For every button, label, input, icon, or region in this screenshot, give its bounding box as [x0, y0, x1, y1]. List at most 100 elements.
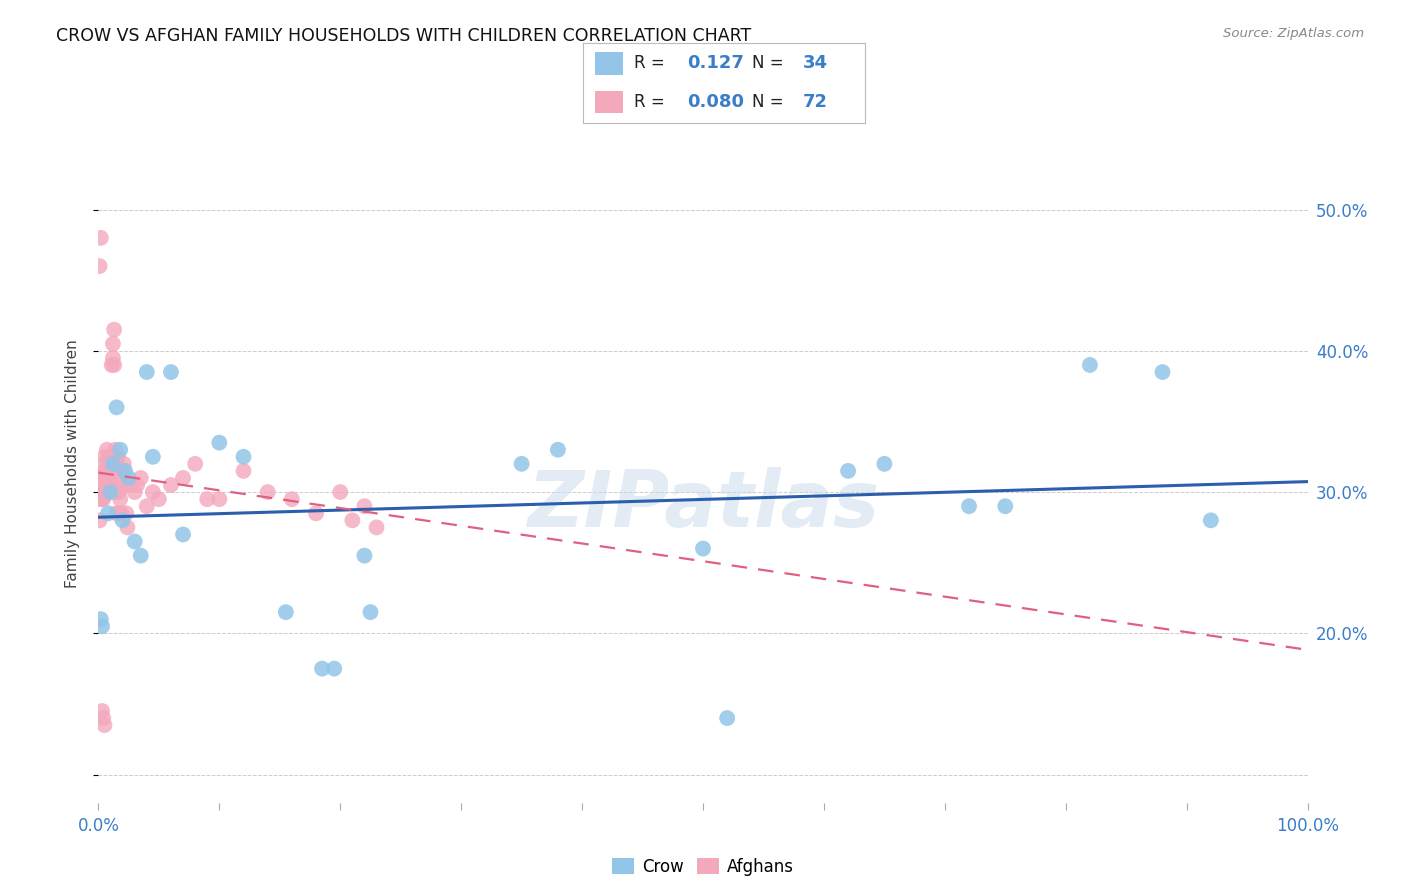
Point — [98, 457, 121, 471]
Point — [91, 478, 114, 492]
Text: R =: R = — [634, 93, 665, 111]
Point — [101, 457, 124, 471]
Point — [105, 485, 128, 500]
Point — [93, 464, 115, 478]
Point — [93, 718, 115, 732]
Point — [108, 485, 131, 500]
Point — [100, 358, 122, 372]
Point — [148, 492, 170, 507]
Text: CROW VS AFGHAN FAMILY HOUSEHOLDS WITH CHILDREN CORRELATION CHART: CROW VS AFGHAN FAMILY HOUSEHOLDS WITH CH… — [56, 27, 751, 45]
Point — [366, 520, 388, 534]
Point — [97, 450, 120, 464]
Point — [957, 500, 980, 514]
Point — [124, 485, 146, 500]
Text: ZIPatlas: ZIPatlas — [527, 467, 879, 542]
Point — [89, 513, 111, 527]
Point — [91, 711, 114, 725]
Point — [118, 471, 141, 485]
Point — [90, 231, 112, 245]
Point — [142, 450, 165, 464]
Point — [323, 662, 346, 676]
Point — [90, 612, 112, 626]
Point — [97, 471, 120, 485]
Point — [311, 662, 333, 676]
Y-axis label: Family Households with Children: Family Households with Children — [65, 340, 80, 588]
Point — [129, 471, 152, 485]
Point — [994, 500, 1017, 514]
Point — [127, 478, 149, 492]
Point — [100, 485, 122, 500]
Point — [160, 365, 183, 379]
Point — [142, 485, 165, 500]
Point — [101, 351, 124, 365]
Point — [274, 605, 297, 619]
Legend: Crow, Afghans: Crow, Afghans — [606, 851, 800, 882]
Point — [96, 485, 118, 500]
FancyBboxPatch shape — [595, 53, 623, 75]
Point — [329, 485, 352, 500]
Point — [90, 471, 112, 485]
Point — [96, 442, 118, 457]
Point — [208, 435, 231, 450]
Point — [353, 500, 375, 514]
Text: R =: R = — [634, 54, 665, 72]
Point — [1078, 358, 1101, 372]
Point — [91, 619, 114, 633]
Point — [547, 442, 569, 457]
Point — [110, 506, 132, 520]
Point — [91, 492, 114, 507]
Point — [96, 464, 118, 478]
Point — [135, 365, 157, 379]
Text: N =: N = — [752, 93, 783, 111]
Point — [837, 464, 859, 478]
Text: 34: 34 — [803, 54, 828, 72]
Point — [115, 506, 138, 520]
Point — [97, 464, 120, 478]
Point — [195, 492, 218, 507]
Point — [100, 450, 122, 464]
Point — [104, 442, 127, 457]
FancyBboxPatch shape — [595, 91, 623, 113]
Point — [107, 471, 129, 485]
Point — [93, 450, 115, 464]
Point — [91, 492, 114, 507]
Point — [129, 549, 152, 563]
Point — [97, 506, 120, 520]
Point — [353, 549, 375, 563]
Point — [716, 711, 738, 725]
Point — [305, 506, 328, 520]
Point — [105, 506, 128, 520]
Point — [124, 534, 146, 549]
Point — [108, 442, 131, 457]
Point — [98, 478, 121, 492]
Point — [117, 520, 139, 534]
Text: 72: 72 — [803, 93, 828, 111]
Point — [94, 485, 117, 500]
Point — [108, 492, 131, 507]
Point — [184, 457, 207, 471]
Point — [104, 457, 127, 471]
Point — [105, 401, 128, 415]
Point — [232, 450, 254, 464]
Point — [208, 492, 231, 507]
Point — [111, 464, 134, 478]
Point — [172, 471, 194, 485]
Point — [101, 336, 124, 351]
Point — [100, 464, 122, 478]
Text: Source: ZipAtlas.com: Source: ZipAtlas.com — [1223, 27, 1364, 40]
Point — [105, 457, 128, 471]
Point — [692, 541, 714, 556]
Point — [91, 471, 114, 485]
Point — [172, 527, 194, 541]
Point — [93, 478, 115, 492]
Point — [256, 485, 278, 500]
Text: N =: N = — [752, 54, 783, 72]
Point — [281, 492, 304, 507]
Point — [1152, 365, 1174, 379]
Point — [118, 478, 141, 492]
Point — [160, 478, 183, 492]
Point — [510, 457, 533, 471]
Point — [108, 506, 131, 520]
Point — [135, 500, 157, 514]
Point — [94, 464, 117, 478]
